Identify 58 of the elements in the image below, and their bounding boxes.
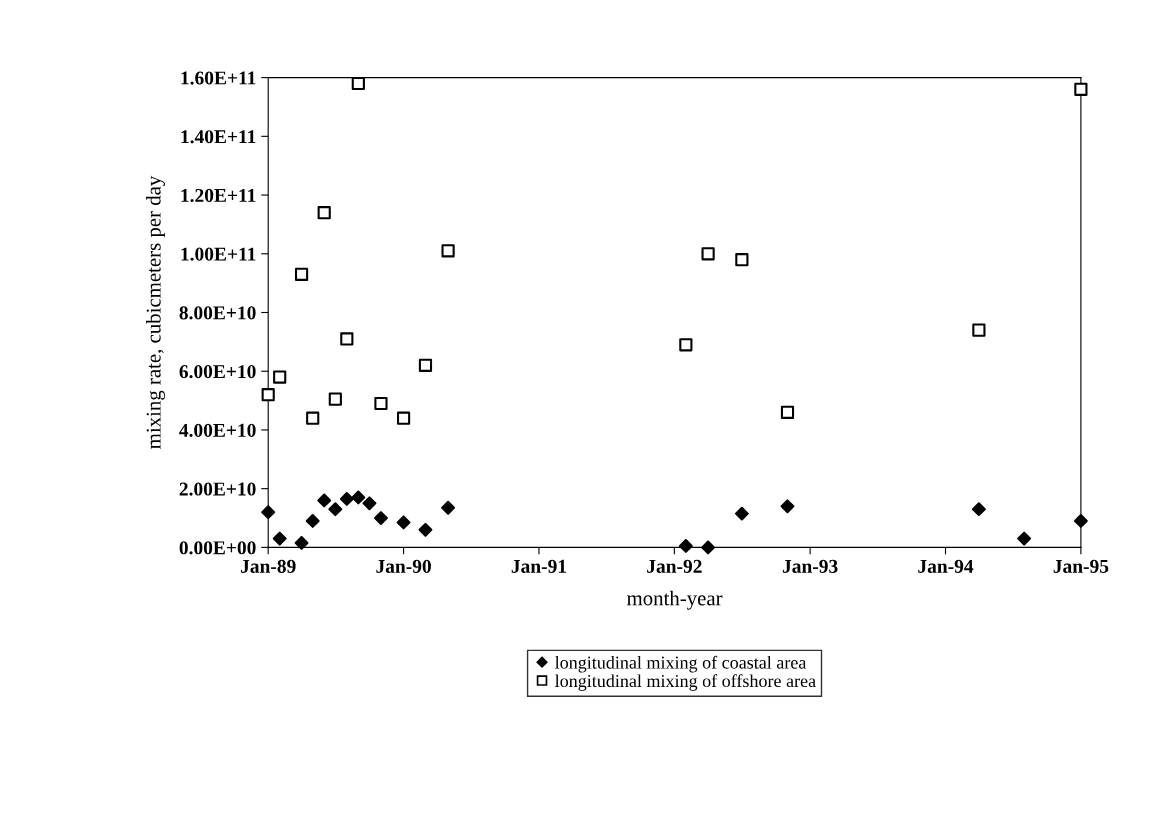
y-tick-label: 1.20E+11 bbox=[181, 188, 256, 203]
x-tick-label: Jan-89 bbox=[240, 559, 296, 573]
point bbox=[734, 506, 749, 521]
point bbox=[441, 500, 456, 515]
point bbox=[261, 388, 275, 402]
point bbox=[1073, 514, 1088, 528]
point bbox=[351, 76, 365, 91]
point bbox=[678, 538, 693, 553]
point bbox=[273, 370, 287, 384]
point bbox=[1017, 531, 1032, 546]
point bbox=[317, 206, 331, 220]
point bbox=[972, 323, 986, 337]
point bbox=[339, 492, 354, 506]
x-tick-label: Jan-90 bbox=[376, 559, 431, 573]
point bbox=[272, 531, 287, 546]
y-tick-label: 8.00E+10 bbox=[179, 306, 256, 320]
point bbox=[362, 496, 377, 511]
y-tick-label: 1.40E+11 bbox=[181, 130, 256, 144]
x-tick-label: Jan-91 bbox=[511, 559, 567, 573]
point bbox=[701, 247, 715, 261]
point bbox=[396, 515, 411, 530]
point bbox=[679, 338, 693, 352]
point bbox=[351, 490, 366, 505]
point bbox=[374, 396, 388, 411]
point bbox=[396, 411, 411, 425]
point bbox=[441, 244, 455, 258]
point bbox=[780, 499, 795, 514]
point bbox=[971, 502, 986, 517]
x-tick-label: Jan-95 bbox=[1053, 559, 1109, 573]
x-axis-title: month-year bbox=[626, 590, 723, 610]
point bbox=[780, 405, 795, 419]
y-tick-label: 1.00E+11 bbox=[181, 247, 256, 261]
y-tick-label: 0.00E+00 bbox=[179, 541, 256, 555]
point bbox=[328, 502, 343, 517]
point bbox=[340, 332, 354, 346]
y-axis-title: mixing rate, cubicmeters per day bbox=[146, 175, 165, 449]
legend-label: longitudinal mixing of coastal area bbox=[555, 655, 807, 673]
point bbox=[261, 505, 276, 520]
legend-label: longitudinal mixing of offshore area bbox=[555, 674, 816, 691]
point bbox=[294, 536, 309, 550]
point bbox=[418, 522, 433, 537]
point bbox=[1074, 82, 1088, 96]
point bbox=[328, 392, 342, 406]
x-tick-label: Jan-94 bbox=[918, 559, 974, 573]
y-tick-label: 1.60E+11 bbox=[181, 71, 256, 85]
y-tick-label: 4.00E+10 bbox=[179, 423, 256, 437]
point bbox=[294, 267, 309, 281]
y-tick-label: 2.00E+10 bbox=[179, 482, 256, 496]
point bbox=[374, 511, 388, 525]
point bbox=[317, 493, 332, 508]
point bbox=[735, 253, 749, 267]
y-tick-label: 6.00E+10 bbox=[179, 365, 256, 379]
point bbox=[418, 358, 433, 372]
x-tick-label: Jan-93 bbox=[782, 559, 838, 573]
point bbox=[306, 411, 320, 425]
x-tick-label: Jan-92 bbox=[647, 559, 702, 573]
point bbox=[305, 514, 320, 528]
point bbox=[701, 540, 716, 555]
